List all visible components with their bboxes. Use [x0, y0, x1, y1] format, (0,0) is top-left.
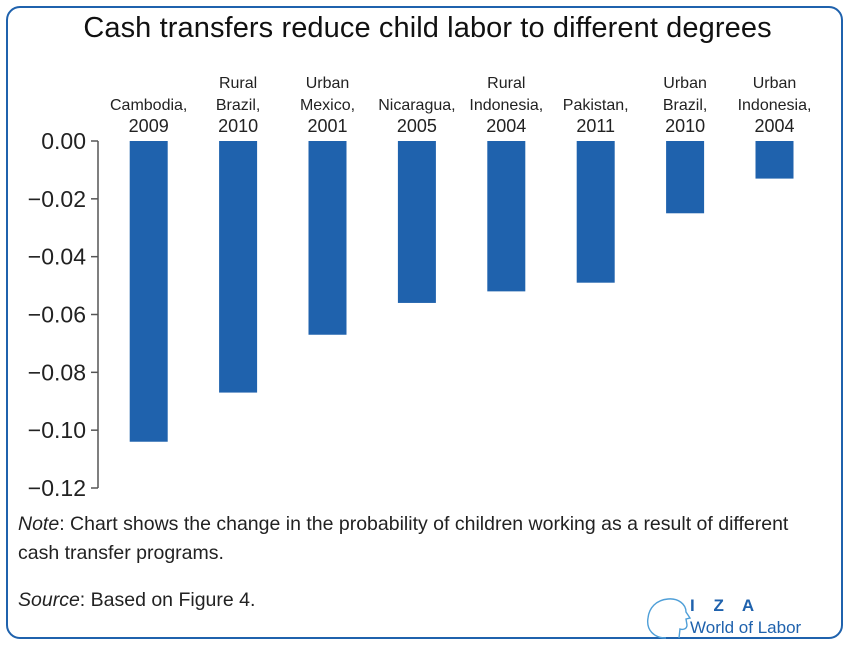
category-label: 2010 — [665, 116, 705, 136]
category-label: Brazil, — [663, 97, 707, 114]
category-label: Urban — [306, 75, 350, 92]
bar — [487, 141, 526, 292]
category-label: Cambodia, — [110, 97, 187, 114]
category-label: Nicaragua, — [378, 97, 455, 114]
category-label: Rural — [487, 75, 525, 92]
note-text: : Chart shows the change in the probabil… — [18, 513, 789, 564]
category-label: Urban — [663, 75, 707, 92]
category-label: Pakistan, — [563, 97, 629, 114]
category-label: Mexico, — [300, 97, 355, 114]
chart-source: Source: Based on Figure 4. — [18, 586, 255, 615]
category-label: 2010 — [218, 116, 258, 136]
bar — [576, 141, 615, 283]
bar — [219, 141, 258, 393]
category-label: Brazil, — [216, 97, 260, 114]
logo-text: I Z A World of Labor — [690, 596, 801, 638]
category-label: 2004 — [486, 116, 526, 136]
y-tick-label: −0.06 — [28, 302, 86, 328]
category-label: 2001 — [307, 116, 347, 136]
bar — [755, 141, 794, 179]
bar — [397, 141, 436, 303]
category-labels: Cambodia, 2009 Rural Brazil, 2010 Urban Mexico… — [110, 75, 811, 136]
y-ticks: 0.00 −0.02 −0.04 −0.06 −0.08 −0.10 −0.12 — [28, 128, 98, 501]
y-tick-label: −0.02 — [28, 186, 86, 212]
category-label: Indonesia, — [738, 97, 812, 114]
bar — [129, 141, 168, 442]
chart-title: Cash transfers reduce child labor to dif… — [83, 12, 772, 44]
y-tick-label: −0.10 — [28, 417, 86, 443]
logo-world-of-labor: World of Labor — [690, 618, 802, 637]
category-label: 2005 — [397, 116, 437, 136]
y-tick-label: −0.04 — [28, 244, 86, 270]
category-label: 2011 — [576, 116, 615, 136]
bar — [308, 141, 347, 335]
category-label: Rural — [219, 75, 257, 92]
chart-frame — [6, 6, 843, 639]
category-label: 2009 — [129, 116, 169, 136]
category-label: Urban — [753, 75, 797, 92]
y-tick-label: 0.00 — [41, 128, 86, 154]
source-label: Source — [18, 589, 80, 611]
chart-note: Note: Chart shows the change in the prob… — [18, 510, 828, 568]
logo-iza: I Z A — [690, 596, 762, 615]
iza-logo-icon — [647, 598, 692, 639]
source-text: : Based on Figure 4. — [79, 589, 256, 611]
note-label: Note — [18, 513, 60, 535]
bar — [666, 141, 705, 214]
y-tick-label: −0.12 — [28, 475, 86, 501]
y-tick-label: −0.08 — [28, 359, 86, 385]
category-label: 2004 — [754, 116, 794, 136]
bars — [129, 141, 794, 442]
category-label: Indonesia, — [469, 97, 543, 114]
